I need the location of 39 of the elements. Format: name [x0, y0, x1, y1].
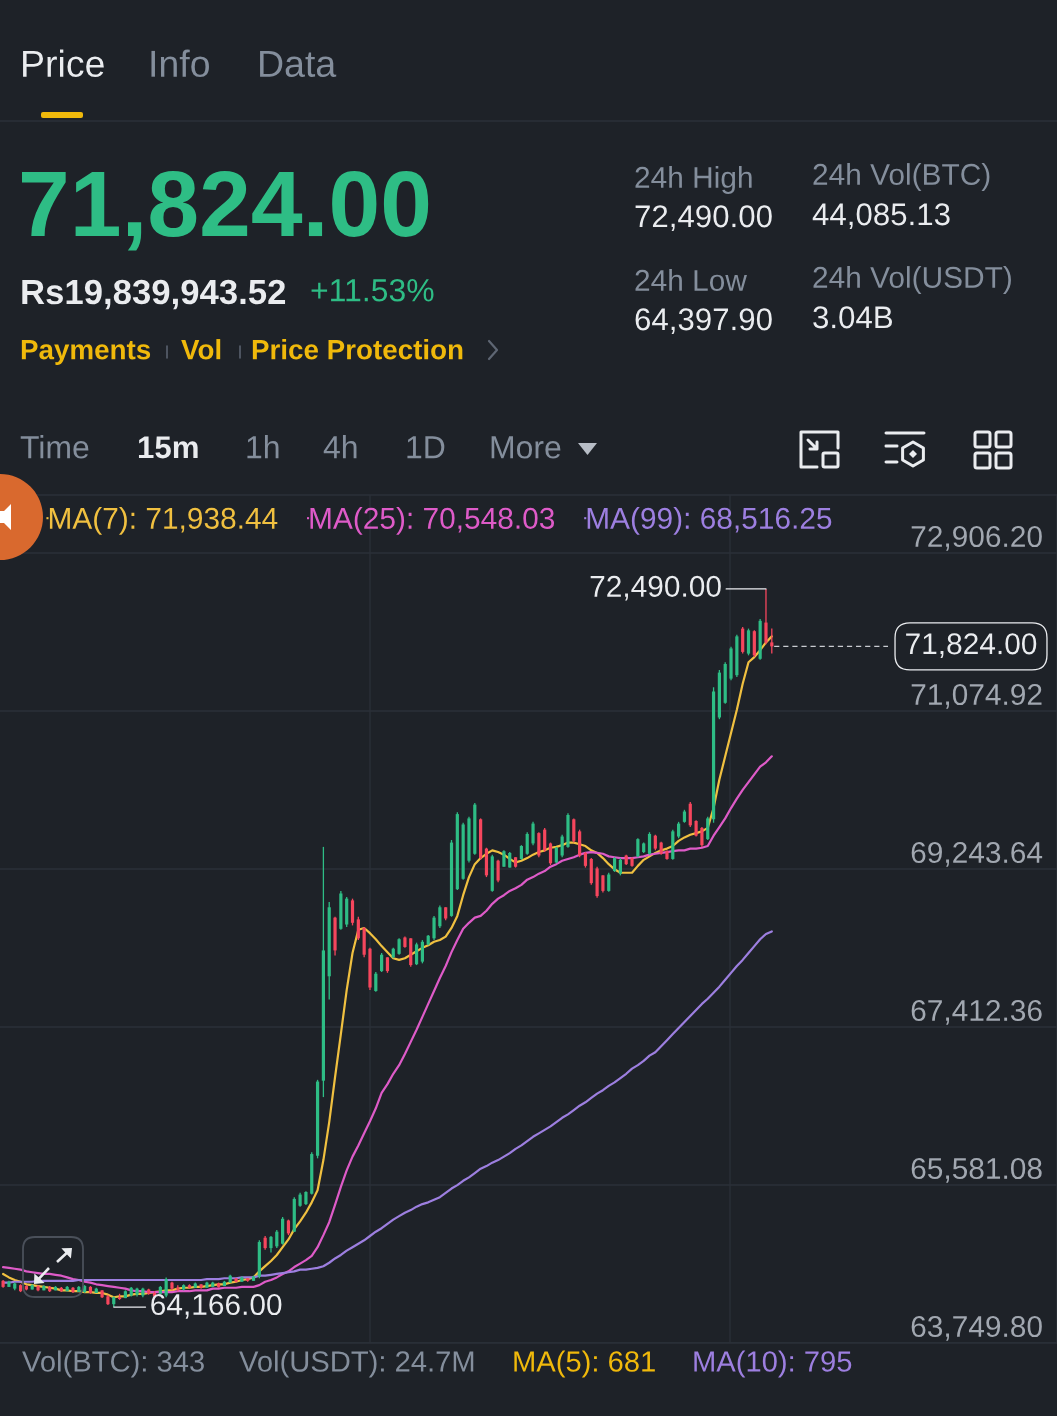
legend-label: MA(25): 70,548.03 — [310, 507, 555, 535]
legend-label: MA(99): 68,516.25 — [587, 507, 832, 535]
text: Payments — [21, 340, 151, 365]
text: Vol — [181, 339, 221, 360]
text: 24h High — [635, 166, 752, 194]
text: 24h Vol(BTC) — [813, 163, 990, 191]
text: Data — [260, 50, 337, 78]
text: Price Protection — [252, 339, 463, 360]
y-tick-label: 67,412.36 — [911, 999, 1042, 1025]
text: Vol(USDT): 24.7M — [239, 1350, 474, 1378]
y-tick-label: 65,581.08 — [911, 1157, 1042, 1183]
text: Info — [151, 49, 209, 78]
annotation: 72,490.00 — [590, 575, 721, 601]
text: +11.53% — [311, 278, 434, 302]
text: Time — [20, 435, 89, 459]
text: More — [491, 436, 561, 459]
text: Vol(BTC): 343 — [22, 1350, 204, 1378]
text: 15m — [138, 436, 198, 459]
text: 24h Low — [635, 269, 747, 292]
text: MA(10): 795 — [694, 1350, 852, 1378]
text: Rs19,839,943.52 — [22, 279, 286, 310]
text: MA(5): 681 — [514, 1350, 655, 1378]
legend-label: MA(7): 71,938.44 — [49, 507, 278, 535]
text: 64,397.90 — [635, 308, 772, 335]
y-tick-label: 72,906.20 — [911, 525, 1042, 551]
text: 72,490.00 — [635, 205, 772, 232]
text: 4h — [323, 435, 357, 459]
y-tick-label: 63,749.80 — [911, 1315, 1042, 1341]
text: 1h — [247, 435, 279, 459]
ref-line-label: 71,824.00 — [906, 633, 1037, 658]
y-tick-label: 71,074.92 — [911, 683, 1042, 709]
text: 3.04B — [813, 306, 893, 329]
chart-title: 71,824.00 — [22, 171, 429, 251]
y-tick-label: 69,243.64 — [911, 841, 1043, 867]
annotation: 64,166.00 — [151, 1293, 282, 1319]
text: 44,085.13 — [812, 203, 950, 230]
text: Price — [23, 49, 104, 78]
text: 24h Vol(USDT) — [813, 266, 1011, 294]
text: 1D — [407, 436, 445, 459]
